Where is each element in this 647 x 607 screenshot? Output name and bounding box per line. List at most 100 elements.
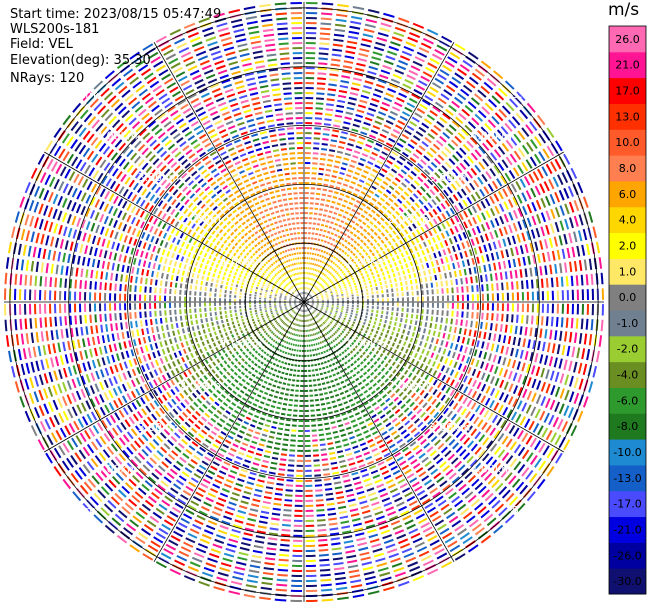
velocity-bin	[327, 158, 334, 162]
velocity-bin	[377, 79, 387, 84]
velocity-bin	[439, 192, 445, 200]
velocity-bin	[307, 267, 310, 270]
velocity-bin	[331, 267, 334, 270]
velocity-bin	[309, 212, 313, 215]
velocity-bin	[331, 216, 336, 220]
velocity-bin	[501, 105, 511, 115]
velocity-bin	[326, 284, 329, 287]
velocity-bin	[390, 245, 395, 250]
velocity-bin	[456, 261, 461, 269]
velocity-bin	[427, 133, 435, 140]
velocity-bin	[414, 278, 418, 284]
velocity-bin	[342, 70, 352, 74]
velocity-bin	[323, 123, 331, 126]
velocity-bin	[440, 258, 444, 264]
velocity-bin	[396, 97, 405, 103]
velocity-bin	[306, 298, 308, 300]
velocity-bin	[545, 163, 553, 175]
velocity-bin	[387, 274, 391, 279]
velocity-bin	[333, 256, 336, 259]
velocity-bin	[442, 112, 451, 120]
velocity-bin	[552, 176, 559, 188]
velocity-bin	[548, 237, 554, 248]
velocity-bin	[309, 202, 314, 205]
velocity-bin	[380, 285, 383, 290]
velocity-bin	[455, 151, 463, 159]
velocity-bin	[383, 12, 395, 18]
velocity-bin	[430, 261, 435, 267]
velocity-bin	[481, 255, 485, 263]
velocity-bin	[385, 189, 392, 195]
velocity-bin	[369, 220, 374, 225]
velocity-bin	[318, 57, 328, 61]
velocity-bin	[399, 215, 405, 221]
velocity-bin	[311, 298, 314, 300]
velocity-bin	[305, 42, 316, 45]
velocity-bin	[382, 250, 386, 255]
velocity-bin	[505, 139, 514, 149]
velocity-bin	[534, 136, 542, 147]
velocity-bin	[356, 242, 361, 247]
velocity-bin	[550, 161, 557, 172]
velocity-bin	[306, 2, 318, 5]
velocity-bin	[345, 194, 350, 199]
velocity-bin	[478, 265, 482, 273]
velocity-bin	[437, 97, 447, 105]
velocity-bin	[392, 128, 401, 135]
velocity-bin	[495, 251, 500, 260]
velocity-bin	[394, 190, 401, 196]
velocity-bin	[355, 114, 363, 118]
velocity-bin	[362, 221, 367, 226]
velocity-bin	[305, 72, 315, 75]
velocity-bin	[476, 225, 481, 234]
velocity-bin	[314, 279, 317, 282]
velocity-bin	[361, 264, 365, 268]
velocity-bin	[388, 45, 399, 52]
velocity-bin	[304, 177, 310, 180]
velocity-bin	[401, 182, 407, 188]
velocity-bin	[343, 60, 354, 64]
velocity-bin	[470, 238, 475, 246]
velocity-bin	[447, 247, 452, 254]
velocity-bin	[305, 77, 315, 80]
velocity-bin	[346, 217, 351, 222]
velocity-bin	[441, 165, 448, 172]
velocity-bin	[351, 291, 354, 295]
velocity-bin	[342, 281, 345, 285]
velocity-bin	[471, 205, 478, 214]
velocity-bin	[307, 237, 311, 240]
velocity-bin	[368, 107, 377, 112]
velocity-bin	[336, 202, 341, 206]
velocity-bin	[334, 278, 338, 282]
velocity-bin	[368, 9, 380, 14]
velocity-bin	[357, 57, 367, 62]
velocity-bin	[391, 168, 398, 174]
velocity-bin	[466, 259, 470, 266]
velocity-bin	[305, 147, 311, 150]
velocity-bin	[371, 252, 375, 257]
velocity-bin	[310, 296, 313, 298]
velocity-bin	[326, 199, 331, 203]
velocity-bin	[365, 143, 373, 149]
velocity-bin	[310, 277, 312, 281]
velocity-bin	[338, 286, 342, 289]
velocity-bin	[441, 35, 453, 43]
velocity-bin	[319, 270, 322, 274]
velocity-bin	[389, 155, 396, 161]
velocity-bin	[384, 280, 387, 285]
velocity-bin	[490, 219, 495, 228]
velocity-bin	[336, 13, 348, 18]
velocity-bin	[382, 193, 389, 199]
velocity-bin	[344, 55, 355, 60]
velocity-bin	[327, 241, 330, 245]
velocity-bin	[337, 235, 341, 239]
velocity-bin	[315, 197, 320, 201]
velocity-bin	[306, 298, 308, 301]
velocity-bin	[318, 249, 321, 252]
velocity-bin	[316, 296, 319, 298]
velocity-bin	[309, 267, 311, 270]
velocity-bin	[329, 280, 333, 283]
velocity-bin	[328, 278, 331, 282]
velocity-bin	[347, 101, 356, 106]
velocity-bin	[397, 271, 401, 276]
